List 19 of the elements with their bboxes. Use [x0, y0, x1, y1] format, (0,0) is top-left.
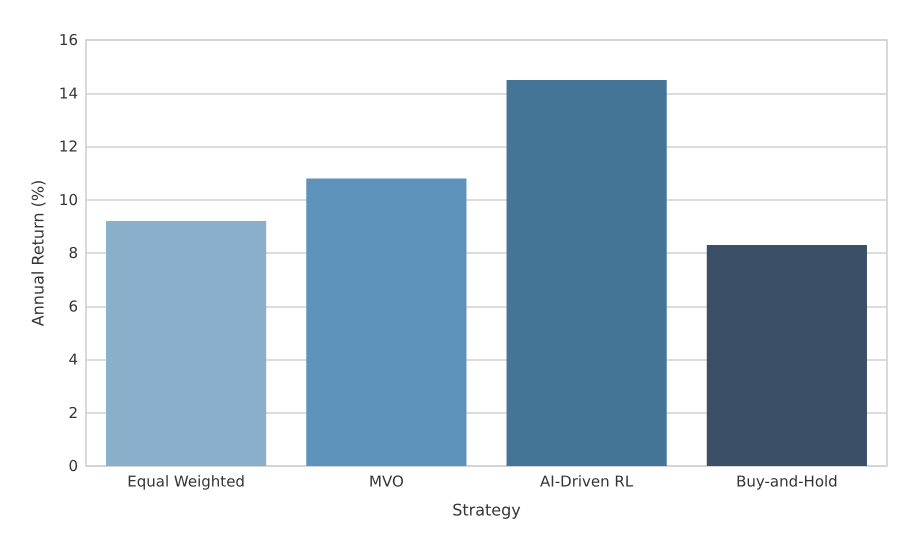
x-tick-label: MVO [369, 472, 404, 490]
y-tick-label: 4 [68, 350, 78, 368]
y-tick-label: 6 [68, 297, 78, 316]
y-tick-label: 12 [58, 138, 78, 156]
bar [306, 178, 466, 466]
bar [506, 80, 667, 466]
x-tick-label: Equal Weighted [127, 472, 245, 490]
y-tick-label: 8 [68, 244, 78, 262]
bar [706, 245, 867, 466]
x-tick-label: Buy-and-Hold [736, 472, 838, 490]
x-axis-title: Strategy [452, 500, 521, 520]
y-tick-label: 10 [58, 190, 78, 209]
y-tick-label: 16 [58, 31, 78, 49]
y-tick-label: 14 [58, 84, 78, 102]
y-tick-label: 2 [68, 404, 78, 422]
bar [106, 221, 266, 466]
y-axis-title: Annual Return (%) [28, 180, 48, 326]
x-tick-label: AI-Driven RL [540, 472, 634, 490]
y-tick-label: 0 [68, 457, 78, 475]
